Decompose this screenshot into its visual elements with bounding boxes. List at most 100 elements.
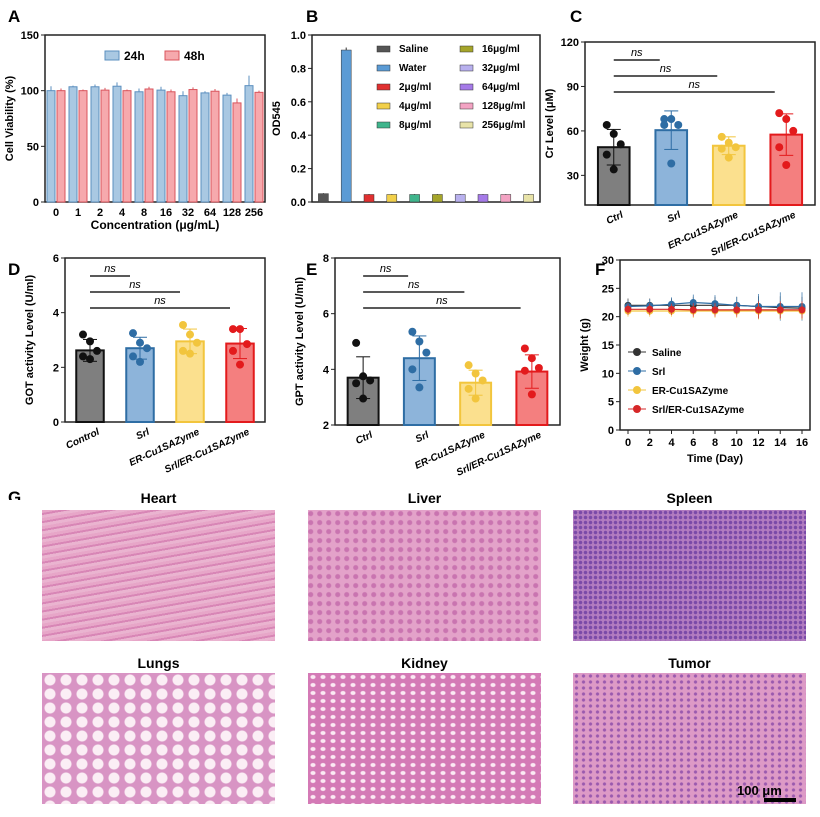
x-tick-label: Srl — [414, 430, 431, 446]
data-point — [717, 144, 726, 153]
y-tick-label: 30 — [602, 255, 614, 267]
y-tick-label: 4 — [323, 364, 330, 376]
bar-24h — [46, 90, 56, 203]
tile-title-tumor: Tumor — [668, 655, 711, 671]
legend-label: Water — [399, 63, 427, 74]
x-tick-label: Ctrl — [354, 430, 374, 447]
bar-Saline — [318, 193, 329, 203]
bar-8μg/ml — [409, 194, 420, 203]
legend-swatch — [459, 64, 474, 72]
x-tick-label: 4 — [119, 207, 126, 219]
data-point — [782, 115, 791, 124]
legend-label: Srl — [652, 367, 666, 378]
data-point — [782, 160, 791, 169]
y-tick-label: 0 — [608, 425, 614, 437]
legend-label: 32μg/ml — [482, 63, 520, 74]
data-point — [93, 346, 101, 355]
x-tick-label: 6 — [690, 437, 696, 449]
x-tick-label: 0 — [625, 437, 631, 449]
significance-label: ns — [436, 295, 448, 307]
scale-bar-label: 100 μm — [737, 783, 782, 798]
data-point — [527, 390, 536, 399]
data-point — [179, 320, 187, 329]
bar-256μg/ml — [523, 194, 534, 203]
data-point — [689, 299, 697, 306]
legend-swatch — [459, 102, 474, 110]
spleen-image — [573, 510, 806, 641]
plot-frame-B — [311, 34, 541, 203]
data-point — [711, 306, 719, 314]
bar-24h — [156, 89, 166, 203]
data-point — [667, 115, 676, 124]
data-point — [674, 120, 683, 129]
data-point — [352, 379, 361, 388]
y-tick-label: 5 — [608, 397, 614, 409]
plot-frame-C — [584, 41, 816, 206]
tile-title-kidney: Kidney — [401, 655, 448, 671]
data-point — [408, 365, 417, 374]
data-point — [775, 143, 784, 152]
legend-marker — [633, 386, 641, 394]
y-tick-label: 60 — [567, 126, 579, 138]
data-point — [464, 361, 473, 370]
y-tick-label: 0 — [53, 417, 59, 429]
y-tick-label: 0.8 — [291, 63, 306, 75]
bar-24h — [68, 86, 78, 203]
legend-label: 24h — [124, 49, 145, 63]
x-tick-label: 128 — [223, 207, 241, 219]
bar-Srl — [402, 357, 436, 427]
bar-48h — [210, 90, 220, 203]
legend-swatch — [376, 121, 391, 129]
y-tick-label: 0 — [33, 197, 39, 209]
x-tick-label: 10 — [731, 437, 743, 449]
significance-label: ns — [631, 47, 643, 59]
bar-4μg/ml — [386, 194, 398, 203]
legend-label: 4μg/ml — [399, 101, 431, 112]
x-tick-label: Srl — [135, 427, 152, 443]
legend-label: 256μg/ml — [482, 120, 526, 131]
bar-48h — [254, 91, 264, 203]
legend-label: 16μg/ml — [482, 44, 520, 55]
lungs-image — [42, 673, 275, 804]
data-point — [624, 305, 632, 313]
y-tick-label: 10 — [602, 368, 614, 380]
heart-image — [42, 510, 275, 641]
y-tick-label: 2 — [323, 420, 329, 432]
y-axis-label: GOT activity Level (U/ml) — [24, 275, 36, 406]
panel-label-C: C — [570, 7, 582, 26]
tile-title-spleen: Spleen — [666, 490, 713, 506]
x-tick-label: 32 — [182, 207, 194, 219]
data-point — [534, 363, 543, 372]
legend-swatch — [376, 102, 391, 110]
data-point — [527, 354, 536, 363]
legend-label: Saline — [399, 44, 429, 55]
data-point — [236, 325, 244, 334]
legend-swatch — [376, 64, 391, 72]
data-point — [667, 159, 676, 168]
tile-title-lungs: Lungs — [137, 655, 180, 671]
plot-frame-A — [44, 34, 266, 203]
panel-label-A: A — [8, 7, 20, 26]
x-tick-label: 2 — [647, 437, 653, 449]
panel-label-F: F — [595, 260, 605, 279]
data-point — [646, 305, 654, 313]
x-tick-label: 16 — [160, 207, 172, 219]
data-point — [520, 366, 529, 375]
bar-24h — [200, 92, 210, 203]
data-point — [789, 126, 798, 135]
significance-label: ns — [154, 295, 166, 307]
bar-48h — [122, 90, 132, 203]
legend-label: 128μg/ml — [482, 101, 526, 112]
data-point — [359, 372, 368, 381]
data-point — [229, 346, 237, 355]
legend-swatch — [459, 83, 474, 91]
bar-24h — [178, 95, 188, 203]
bar-48h — [166, 91, 176, 203]
data-point — [129, 329, 137, 338]
bar-128μg/ml — [500, 194, 512, 203]
y-axis-label: Cell Viability (%) — [4, 75, 16, 161]
x-tick-label: 16 — [796, 437, 808, 449]
data-point — [602, 150, 611, 159]
bar-24h — [134, 91, 144, 203]
significance-label: ns — [660, 63, 672, 75]
